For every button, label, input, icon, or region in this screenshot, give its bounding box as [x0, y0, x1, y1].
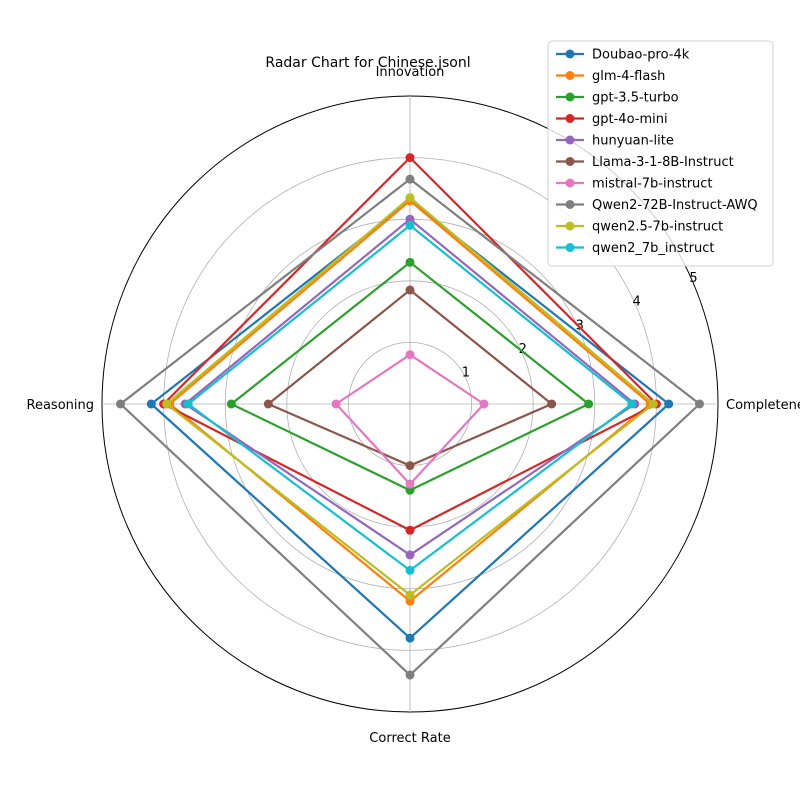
legend-item: qwen2_7b_instruct	[556, 241, 714, 256]
data-point	[405, 193, 415, 203]
legend-swatch-marker	[565, 243, 575, 252]
legend-item: gpt-3.5-turbo	[556, 91, 679, 106]
series-5	[263, 285, 557, 471]
legend-swatch-marker	[565, 71, 575, 80]
series-8	[162, 193, 658, 600]
legend-label: Llama-3-1-8B-Instruct	[592, 155, 734, 170]
data-point	[405, 550, 415, 560]
data-point	[405, 350, 415, 360]
data-point	[405, 461, 415, 471]
data-point	[115, 399, 125, 409]
legend-item: qwen2.5-7b-instruct	[556, 220, 723, 235]
data-point	[226, 399, 236, 409]
r-tick-label: 5	[689, 271, 697, 286]
series-7	[115, 174, 705, 680]
legend-label: Doubao-pro-4k	[592, 48, 690, 63]
legend-label: qwen2.5-7b-instruct	[592, 220, 723, 235]
data-point	[695, 399, 705, 409]
data-point	[405, 596, 415, 606]
legend-swatch-marker	[565, 49, 575, 59]
legend-swatch-marker	[565, 157, 575, 166]
legend-item: glm-4-flash	[556, 69, 665, 84]
legend-item: Doubao-pro-4k	[556, 48, 690, 63]
legend-item: Qwen2-72B-Instruct-AWQ	[556, 198, 758, 213]
data-point	[405, 285, 415, 295]
data-point	[405, 670, 415, 680]
legend: Doubao-pro-4k glm-4-flash gpt-3.5-turbo gpt…	[547, 40, 774, 267]
data-point	[183, 399, 193, 409]
legend-label: gpt-4o-mini	[592, 112, 668, 127]
data-point	[405, 525, 415, 535]
data-point	[162, 399, 172, 409]
data-point	[584, 399, 594, 409]
legend-label: hunyuan-lite	[592, 134, 674, 149]
axis-label: Correct Rate	[369, 731, 450, 746]
legend-swatch-marker	[565, 221, 575, 231]
data-point	[405, 633, 415, 643]
series-2	[226, 257, 594, 495]
data-point	[146, 399, 156, 409]
data-point	[263, 399, 273, 409]
legend-swatch-marker	[565, 178, 575, 188]
legend-label: gpt-3.5-turbo	[592, 91, 679, 106]
data-point	[479, 399, 489, 409]
data-point	[547, 399, 557, 409]
axis-labels: Innovation Completeness Correct Rate Reason…	[27, 65, 800, 746]
legend-item: Llama-3-1-8B-Instruct	[556, 155, 734, 170]
data-point	[405, 479, 415, 489]
legend-frame	[547, 40, 774, 267]
axis-label: Completeness	[726, 398, 800, 413]
series-6	[331, 350, 489, 489]
legend-item: gpt-4o-mini	[556, 112, 668, 127]
axis-label: Innovation	[376, 65, 445, 80]
data-point	[405, 590, 415, 600]
legend-label: Qwen2-72B-Instruct-AWQ	[592, 198, 758, 213]
data-point	[648, 399, 658, 409]
axis-label: Reasoning	[27, 398, 94, 413]
legend-label: glm-4-flash	[592, 69, 665, 84]
data-point	[405, 565, 415, 575]
data-point	[405, 220, 415, 230]
data-point	[405, 257, 415, 267]
data-point	[664, 399, 674, 409]
legend-swatch-marker	[565, 135, 575, 145]
series-layer	[115, 153, 705, 680]
r-tick-label: 1	[462, 365, 470, 380]
data-point	[331, 399, 341, 409]
data-point	[405, 214, 415, 224]
chart-title: Radar Chart for Chinese.jsonl	[265, 55, 470, 71]
data-point	[405, 485, 415, 495]
data-point	[405, 174, 415, 184]
series-9	[183, 220, 637, 575]
data-point	[405, 153, 415, 163]
legend-swatch-marker	[565, 200, 575, 209]
legend-swatch-marker	[565, 114, 575, 123]
legend-label: qwen2_7b_instruct	[592, 241, 714, 256]
legend-item: mistral-7b-instruct	[556, 177, 713, 192]
r-tick-label: 2	[519, 342, 527, 357]
r-tick-label: 4	[633, 295, 641, 310]
data-point	[627, 399, 637, 409]
legend-swatch-marker	[565, 92, 575, 102]
legend-label: mistral-7b-instruct	[592, 177, 713, 192]
legend-item: hunyuan-lite	[556, 134, 674, 149]
